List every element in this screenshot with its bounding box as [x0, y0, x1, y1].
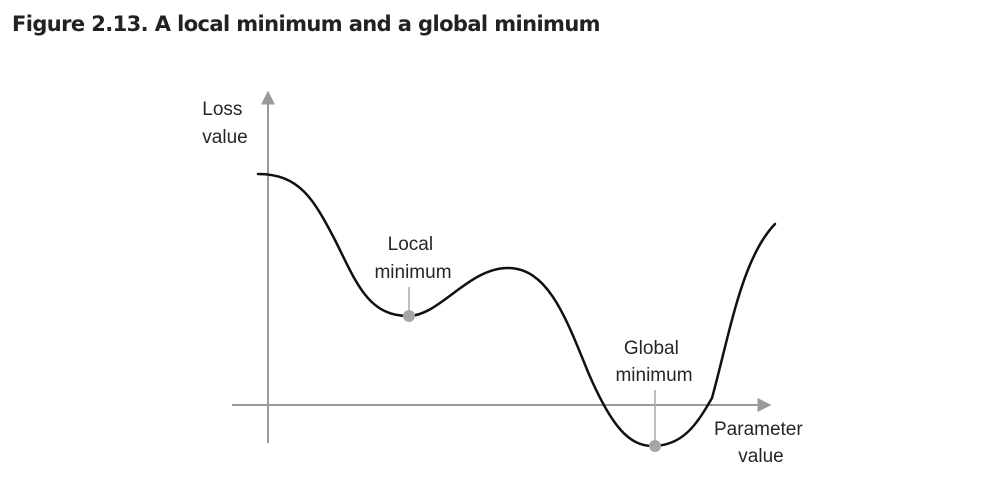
global-minimum-label-line-2: minimum — [615, 365, 692, 386]
y-axis-label-line-1: Loss — [202, 99, 242, 120]
global-minimum-label-line-1: Global — [624, 338, 679, 359]
x-axis-label-line-2: value — [738, 446, 783, 467]
loss-curve — [256, 172, 777, 448]
global-minimum-marker — [649, 440, 661, 452]
y-axis-label: Loss value — [202, 99, 247, 148]
y-axis-label-line-2: value — [202, 127, 247, 148]
local-minimum-marker — [403, 310, 415, 322]
figure-title: Figure 2.13. A local minimum and a globa… — [12, 12, 601, 36]
local-minimum-label-line-2: minimum — [374, 262, 451, 283]
x-axis-label: Parameter value — [714, 419, 808, 467]
x-axis-label-line-1: Parameter — [714, 419, 803, 440]
local-minimum-label: Local minimum — [374, 234, 451, 283]
local-minimum-label-line-1: Local — [388, 234, 433, 255]
global-minimum-label: Global minimum — [615, 338, 692, 386]
